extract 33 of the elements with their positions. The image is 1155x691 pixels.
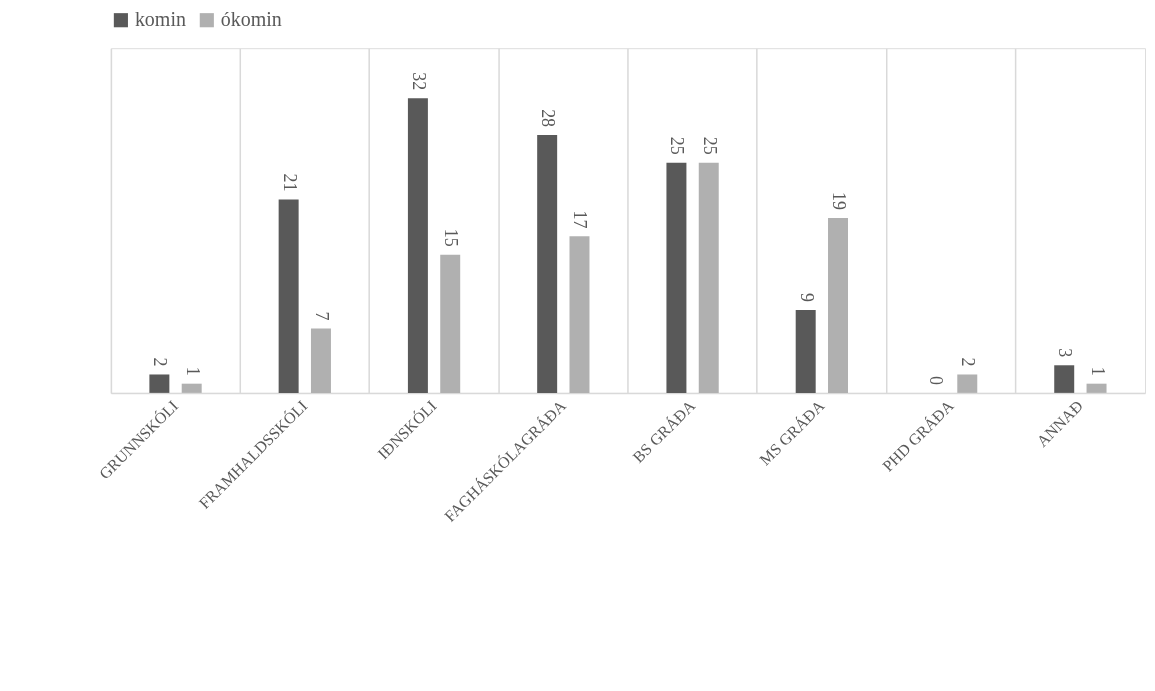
bar [149,374,170,393]
data-label: 19 [829,192,850,210]
data-label: 17 [570,210,591,229]
bar [181,383,202,393]
bar [666,162,687,393]
data-label: 1 [1087,366,1108,376]
data-label: 28 [538,109,559,128]
legend-label: ókomin [220,8,282,31]
bar [407,98,428,393]
data-label: 25 [699,136,720,155]
data-label: 2 [958,357,979,367]
data-label: 0 [925,375,946,385]
bar [569,236,590,393]
data-label: 3 [1055,348,1076,358]
bar [440,254,461,393]
bar [537,135,558,393]
bar [957,374,978,393]
data-label: 21 [279,173,300,192]
data-label: 2 [150,357,171,367]
data-label: 9 [796,293,817,303]
legend-label: komin [134,8,186,31]
bar [698,162,719,393]
data-label: 1 [182,366,203,376]
bar [278,199,299,393]
data-label: 25 [667,136,688,155]
bar [1086,383,1107,393]
data-label: 32 [408,72,429,91]
data-label: 7 [311,311,332,321]
data-label: 15 [441,228,462,247]
bar [1054,365,1075,393]
bar [828,217,848,393]
bar [795,310,816,393]
bar [310,328,331,393]
